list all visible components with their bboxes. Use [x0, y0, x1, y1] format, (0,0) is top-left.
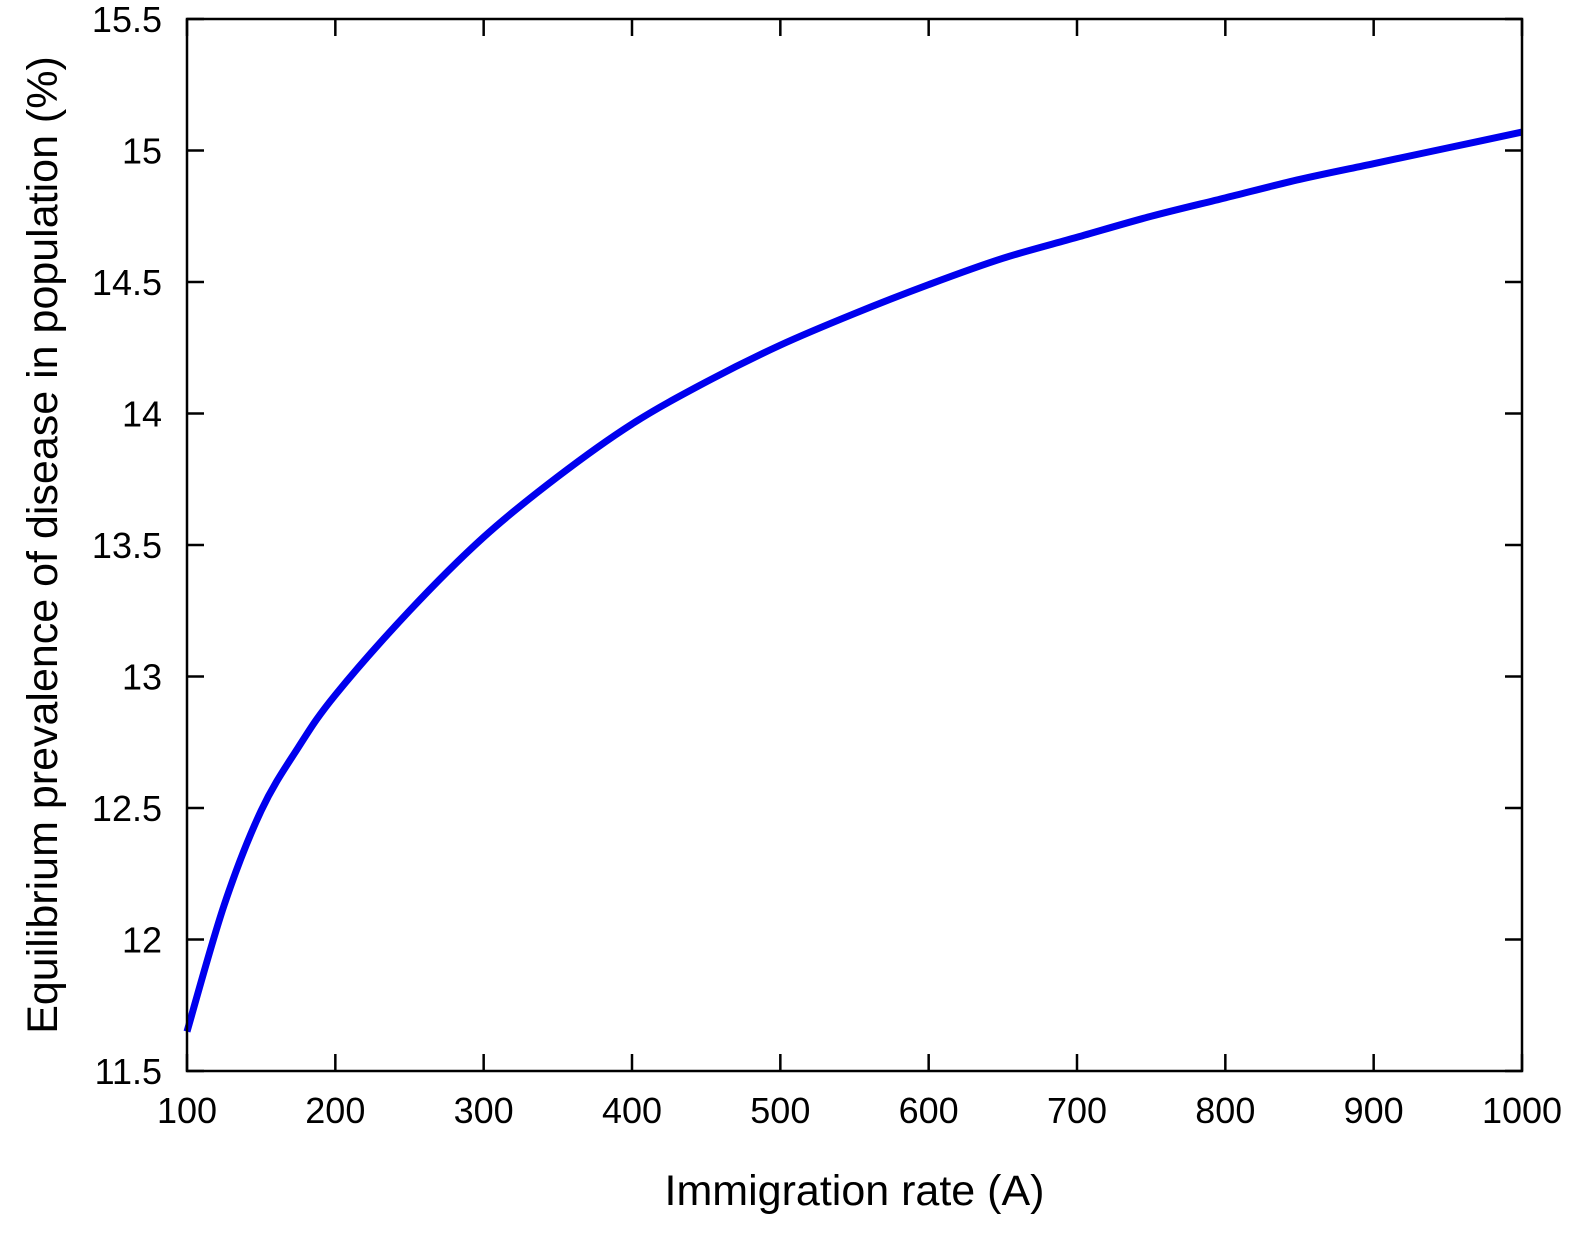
- x-tick-label: 900: [1344, 1090, 1404, 1131]
- y-tick-label: 13.5: [92, 525, 162, 566]
- x-tick-label: 300: [454, 1090, 514, 1131]
- x-tick-label: 100: [157, 1090, 217, 1131]
- y-tick-label: 12: [122, 920, 162, 961]
- plot-frame: [185, 17, 1524, 1073]
- x-tick-label: 200: [305, 1090, 365, 1131]
- y-axis-label: Equilibrium prevalence of disease in pop…: [19, 56, 67, 1034]
- series-line-0: [183, 128, 1523, 1033]
- y-tick-label: 13: [122, 657, 162, 698]
- x-tick-label: 1000: [1482, 1090, 1562, 1131]
- tick-labels: 100 200 300 400 500 600 700 800 900 1000 11.5 12 12.…: [92, 0, 1562, 1131]
- series-layer: [183, 128, 1523, 1033]
- x-tick-label: 600: [899, 1090, 959, 1131]
- y-tick-label: 15: [122, 131, 162, 172]
- x-tick-label: 700: [1047, 1090, 1107, 1131]
- y-tick-label: 12.5: [92, 788, 162, 829]
- x-axis-label: Immigration rate (A): [665, 1167, 1045, 1215]
- x-tick-label: 500: [750, 1090, 810, 1131]
- y-tick-label: 15.5: [92, 0, 162, 40]
- x-tick-label: 400: [602, 1090, 662, 1131]
- y-tick-label: 14: [122, 394, 162, 435]
- y-tick-label: 14.5: [92, 262, 162, 303]
- x-tick-label: 800: [1195, 1090, 1255, 1131]
- y-tick-label: 11.5: [95, 1051, 162, 1092]
